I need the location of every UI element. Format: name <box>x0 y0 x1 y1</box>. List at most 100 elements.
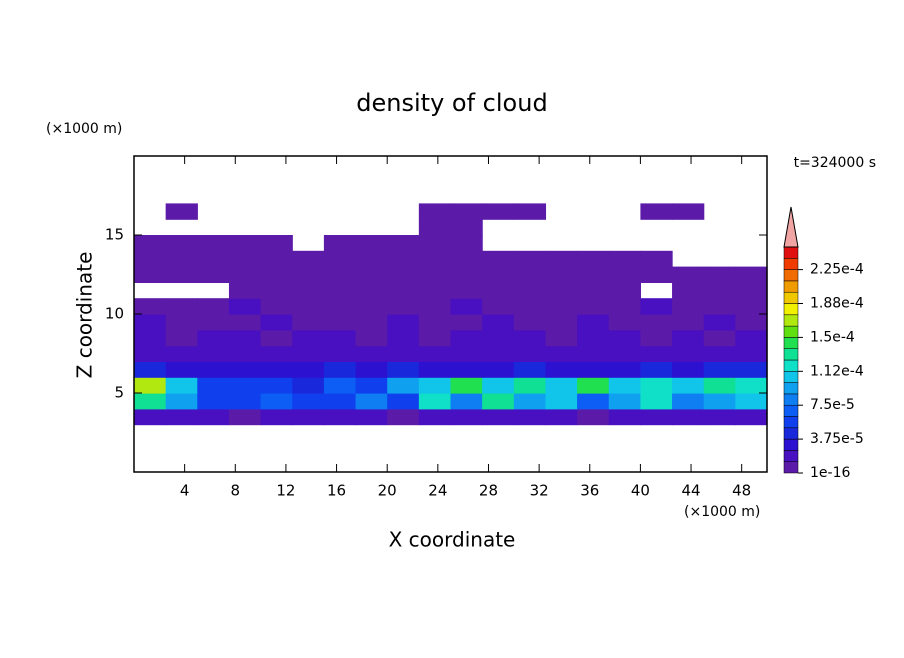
contour-cell <box>134 329 167 347</box>
contour-cell <box>450 329 483 347</box>
contour-cell <box>703 298 736 315</box>
contour-cell <box>640 329 673 347</box>
contour-cell <box>545 408 578 426</box>
chart-title: density of cloud <box>356 89 547 117</box>
contour-cell <box>418 393 452 410</box>
contour-cell <box>640 377 673 394</box>
contour-cell <box>545 266 578 283</box>
contour-cell <box>577 298 610 315</box>
y-tick-label: 5 <box>114 384 124 402</box>
contour-cell <box>672 314 705 331</box>
contour-cell <box>577 361 610 378</box>
contour-cell <box>323 250 357 268</box>
contour-cell <box>260 329 293 347</box>
colorbar-swatch <box>783 258 799 270</box>
contour-cell <box>608 329 641 347</box>
contour-cell <box>387 235 420 252</box>
contour-cell <box>387 393 420 410</box>
colorbar-swatch <box>783 393 799 406</box>
contour-cell <box>165 203 198 220</box>
contour-cell <box>482 377 515 394</box>
contour-cell <box>323 266 357 283</box>
y-axis-title: Z coordinate <box>73 252 97 379</box>
contour-cell <box>134 377 167 394</box>
contour-cell <box>387 329 420 347</box>
contour-cell <box>165 250 198 268</box>
contour-cell <box>197 235 230 252</box>
contour-cell <box>387 408 420 426</box>
colorbar-swatch <box>783 382 799 395</box>
contour-cell <box>134 250 167 268</box>
time-label: t=324000 s <box>794 155 876 171</box>
colorbar-swatch <box>783 280 799 293</box>
contour-cell <box>228 361 262 378</box>
contour-cell <box>228 377 262 394</box>
contour-cell <box>703 408 736 426</box>
contour-cell <box>735 282 768 299</box>
contour-cell <box>228 345 262 362</box>
contour-cell <box>323 377 357 394</box>
x-tick-label: 20 <box>378 482 397 500</box>
contour-cell <box>355 408 388 426</box>
contour-cell <box>513 393 547 410</box>
contour-cell <box>735 393 768 410</box>
contour-cell <box>197 329 230 347</box>
contour-cell <box>197 298 230 315</box>
contour-cell <box>608 345 641 362</box>
contour-cell <box>672 408 705 426</box>
contour-cell <box>355 266 388 283</box>
contour-cell <box>260 250 293 268</box>
x-tick-label: 24 <box>428 482 447 500</box>
contour-cell <box>323 361 357 378</box>
contour-cell <box>165 314 198 331</box>
x-tick-label: 48 <box>732 482 751 500</box>
contour-cell <box>703 314 736 331</box>
contour-cell <box>608 282 641 299</box>
colorbar-swatch <box>783 416 799 429</box>
contour-cell <box>418 266 452 283</box>
contour-cell <box>545 377 578 394</box>
contour-cell <box>545 393 578 410</box>
contour-cell <box>450 361 483 378</box>
y-tick-label: 15 <box>105 226 124 244</box>
contour-cell <box>672 298 705 315</box>
contour-cell <box>482 298 515 315</box>
contour-cell <box>418 219 452 236</box>
contour-cell <box>482 408 515 426</box>
contour-cell <box>450 282 483 299</box>
contour-cell <box>292 250 325 268</box>
x-tick-label: 40 <box>631 482 650 500</box>
colorbar-swatch <box>783 314 799 327</box>
contour-cell <box>228 266 262 283</box>
contour-cell <box>134 361 167 378</box>
x-tick-label: 4 <box>180 482 190 500</box>
contour-cell <box>640 393 673 410</box>
contour-cell <box>735 329 768 347</box>
contour-cell <box>577 282 610 299</box>
contour-cell <box>482 329 515 347</box>
contour-cell <box>608 314 641 331</box>
colorbar-swatch <box>783 348 799 361</box>
contour-cell <box>608 250 641 268</box>
contour-cell <box>513 250 547 268</box>
contour-cell <box>355 345 388 362</box>
contour-cell <box>735 298 768 315</box>
colorbar-swatch <box>783 337 799 349</box>
contour-cell <box>323 298 357 315</box>
contour-cell <box>260 408 293 426</box>
contour-cell <box>450 377 483 394</box>
contour-cell <box>735 266 768 283</box>
contour-cell <box>134 393 167 410</box>
contour-cell <box>608 377 641 394</box>
contour-cell <box>672 266 705 283</box>
contour-cell <box>640 361 673 378</box>
contour-cell <box>387 298 420 315</box>
y-unit: (×1000 m) <box>46 121 122 137</box>
contour-cell <box>703 345 736 362</box>
contour-cell <box>292 329 325 347</box>
x-tick-label: 16 <box>327 482 346 500</box>
contour-cell <box>482 203 515 220</box>
contour-cell <box>165 298 198 315</box>
contour-cell <box>577 345 610 362</box>
contour-cell <box>608 266 641 283</box>
